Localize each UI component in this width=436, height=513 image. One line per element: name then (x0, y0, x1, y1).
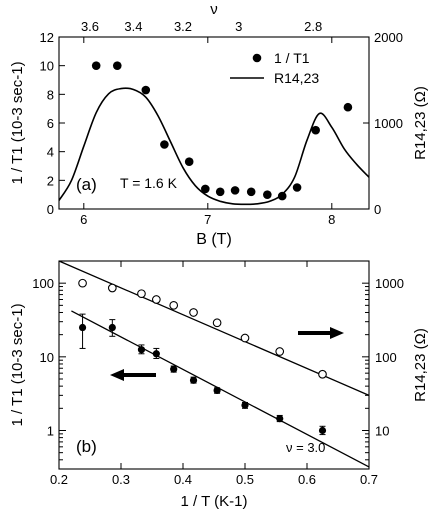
panel-b: 0.2 0.3 0.4 0.5 0.6 0.7 1 10 100 10 100 1000 1 / … (9, 260, 429, 510)
b-fits-layer (58, 260, 370, 468)
a-y-axis-label: 1 / T1 (10-3 sec-1) (9, 61, 26, 184)
b-point-r1423 (189, 308, 198, 317)
b-point-r1423 (169, 300, 179, 310)
a-point-inv-t1 (215, 187, 225, 197)
a-y-tick-label: 0 (47, 202, 54, 217)
a-x-axis-label: B (T) (196, 231, 232, 248)
b-bottom-ticks: 0.2 0.3 0.4 0.5 0.6 0.7 (50, 261, 378, 487)
b-x-axis-label: 1 / T (K-1) (181, 493, 248, 510)
b-x-tick-label: 0.3 (112, 472, 130, 487)
b-point-r1423 (240, 333, 250, 343)
b-point-inv-t1 (318, 426, 327, 435)
a-top-tick-label: 2.8 (304, 19, 322, 34)
b-point-r1423 (78, 278, 87, 288)
b-left-ticks: 1 10 100 (32, 260, 66, 470)
a-top-tick-label: 3.4 (124, 19, 142, 34)
b-point-r1423 (318, 369, 327, 379)
a-panel-label: (a) (76, 175, 97, 194)
a-temperature-annotation: T = 1.6 K (120, 175, 178, 191)
b-point-inv-t1 (189, 376, 198, 384)
a-x-tick-label: 6 (80, 212, 87, 227)
a-point-inv-t1 (160, 140, 169, 149)
a-point-inv-t1 (112, 61, 122, 70)
a-y-tick-label: 2 (47, 173, 54, 188)
a-point-inv-t1 (263, 190, 272, 199)
b-y2-axis-label: R14,23 (Ω) (412, 328, 429, 402)
a-point-inv-t1 (343, 102, 353, 112)
a-y2-tick-label: 1000 (374, 116, 403, 131)
b-point-r1423 (275, 347, 285, 356)
b-panel-label: (b) (76, 437, 97, 456)
b-point-inv-t1 (213, 386, 221, 395)
a-top-tick-label: 3 (235, 19, 242, 34)
panel-b-frame (58, 260, 370, 470)
a-legend-line-label: R14,23 (274, 70, 319, 86)
b-y-axis-label: 1 / T1 (10-3 sec-1) (9, 303, 26, 426)
a-point-inv-t1 (201, 184, 210, 194)
b-x-tick-label: 0.2 (50, 472, 68, 487)
a-x-tick-label: 8 (328, 212, 335, 227)
b-point-inv-t1 (108, 323, 116, 332)
b-point-r1423 (107, 283, 117, 293)
a-bottom-ticks: 6 7 8 (80, 37, 335, 227)
b-x-tick-label: 0.5 (236, 472, 254, 487)
b-y2-tick-label: 1000 (375, 276, 404, 291)
a-y-tick-label: 6 (47, 116, 54, 131)
b-x-tick-label: 0.4 (174, 472, 192, 487)
b-point-r1423 (137, 289, 146, 299)
a-y-tick-label: 12 (40, 30, 54, 45)
a-legend-dot-label: 1 / T1 (274, 50, 310, 66)
b-point-inv-t1 (276, 415, 284, 423)
a-curve-layer (58, 87, 370, 206)
a-top-ticks: 3.6 3.4 3.2 3 2.8 (81, 19, 322, 34)
b-y-tick-label: 1 (47, 423, 54, 438)
b-point-inv-t1 (78, 323, 87, 332)
a-left-ticks: 0 2 4 6 8 10 12 (40, 30, 65, 217)
b-point-inv-t1 (241, 401, 249, 409)
b-y-tick-label: 10 (40, 350, 54, 365)
b-right-ticks: 10 100 1000 (362, 260, 404, 470)
a-point-inv-t1 (292, 183, 302, 192)
a-y2-axis-label: R14,23 (Ω) (412, 86, 429, 160)
a-series-r1423-line (58, 87, 370, 206)
b-y-tick-label: 100 (32, 276, 54, 291)
a-y2-tick-label: 2000 (374, 30, 403, 45)
b-points-layer (78, 278, 327, 436)
a-right-ticks: 0 1000 2000 (363, 30, 403, 217)
a-top-tick-label: 3.2 (174, 19, 192, 34)
b-x-tick-label: 0.7 (360, 472, 378, 487)
a-point-inv-t1 (246, 187, 256, 197)
a-y-tick-label: 8 (47, 87, 54, 102)
a-point-inv-t1 (230, 186, 240, 195)
panel-a-frame (58, 36, 370, 210)
arrow-left-icon (110, 369, 156, 381)
a-y-tick-label: 10 (40, 59, 54, 74)
a-point-inv-t1 (311, 125, 320, 135)
b-point-r1423 (151, 295, 161, 304)
a-legend-dot-marker (252, 53, 262, 63)
b-point-r1423 (212, 318, 222, 328)
a-point-inv-t1 (184, 157, 194, 166)
arrow-right-icon (298, 327, 344, 339)
a-top-tick-label: 3.6 (81, 19, 99, 34)
b-y2-tick-label: 100 (375, 350, 397, 365)
a-y-tick-label: 4 (47, 145, 54, 160)
a-y2-tick-label: 0 (374, 202, 381, 217)
a-point-inv-t1 (91, 61, 101, 70)
a-x-tick-label: 7 (204, 212, 211, 227)
b-point-inv-t1 (137, 346, 146, 354)
b-filling-annotation: ν = 3.0 (286, 440, 325, 455)
b-y2-tick-label: 10 (375, 423, 389, 438)
a-point-inv-t1 (141, 85, 151, 95)
a-top-axis-label: ν (210, 1, 218, 18)
b-x-tick-label: 0.6 (298, 472, 316, 487)
a-points-layer (91, 61, 353, 201)
a-point-inv-t1 (277, 191, 287, 201)
b-fit-r1423-line (58, 260, 370, 396)
b-point-inv-t1 (170, 365, 178, 373)
b-point-inv-t1 (152, 350, 160, 358)
a-legend: 1 / T1 R14,23 (230, 50, 319, 86)
